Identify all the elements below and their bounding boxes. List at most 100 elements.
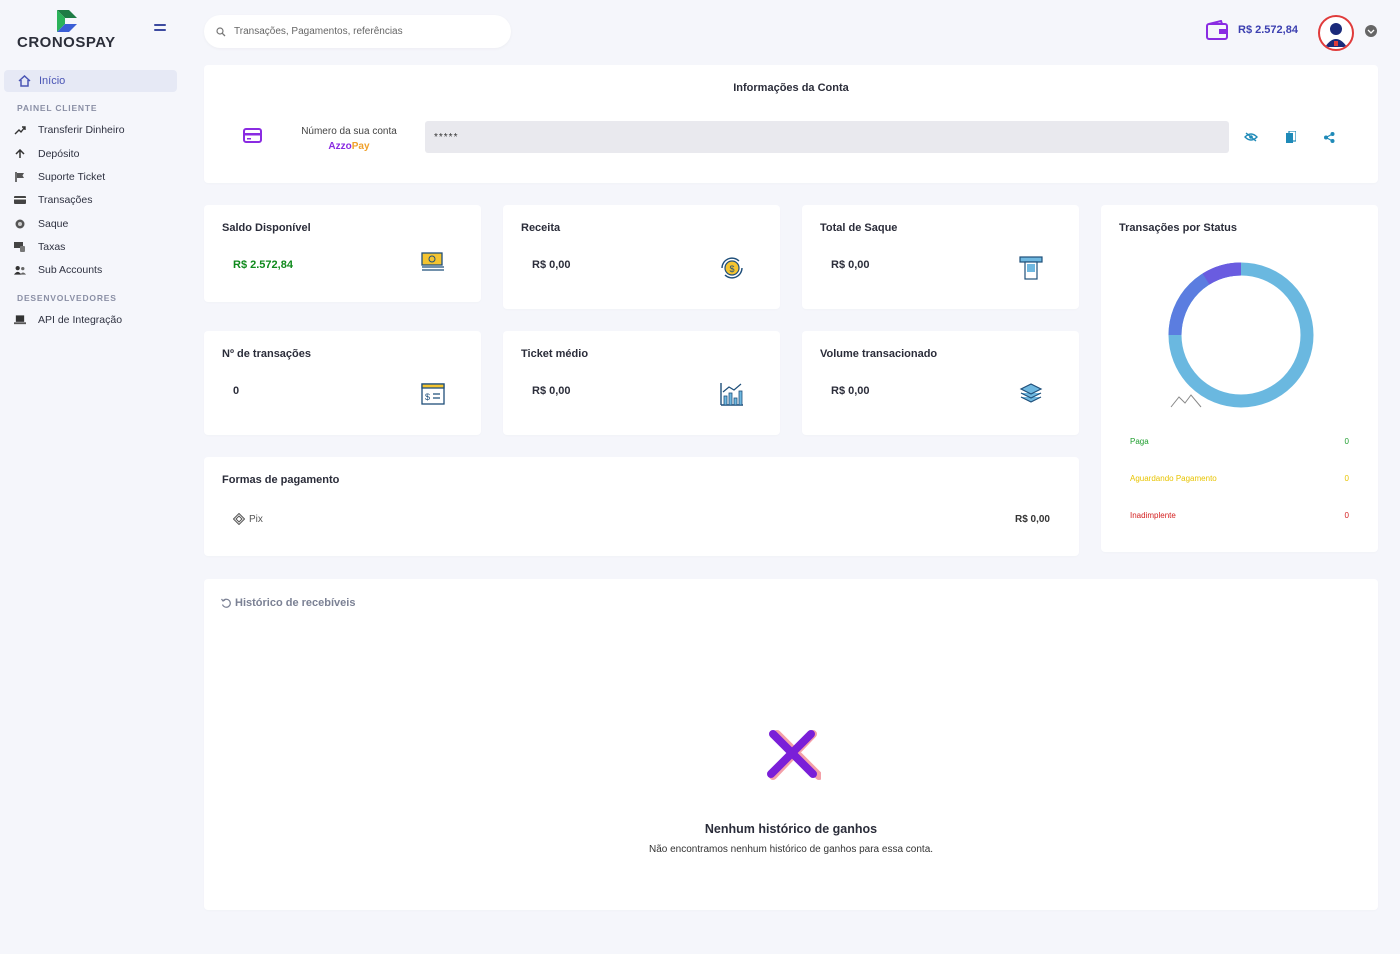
history-icon	[221, 598, 231, 608]
stat-card-ticket: Ticket médio R$ 0,00	[503, 331, 780, 435]
account-number-field[interactable]: *****	[425, 121, 1229, 153]
sidebar-item-label: Transferir Dinheiro	[38, 124, 125, 136]
stat-value: R$ 0,00	[532, 385, 571, 397]
stat-title: Total de Saque	[820, 222, 898, 234]
stat-value: R$ 0,00	[831, 385, 870, 397]
search-input[interactable]	[234, 26, 494, 37]
sidebar-item-label: Início	[39, 75, 66, 87]
sidebar-item-withdraw[interactable]: Saque	[14, 216, 68, 232]
status-donut-chart	[1168, 262, 1314, 408]
status-count: 0	[1344, 511, 1349, 520]
transactions-window-icon: $	[421, 383, 445, 405]
sidebar-item-transactions[interactable]: Transações	[14, 192, 92, 208]
stat-value: R$ 0,00	[532, 259, 571, 271]
status-row-overdue: Inadimplente 0	[1130, 511, 1349, 520]
users-icon	[14, 264, 26, 276]
empty-state-subtitle: Não encontramos nenhum histórico de ganh…	[648, 844, 934, 855]
sidebar-item-fees[interactable]: Taxas	[14, 239, 65, 255]
brand-name: CRONOSPAY	[17, 34, 116, 51]
menu-toggle-icon[interactable]	[154, 24, 166, 32]
search-bar	[204, 15, 511, 48]
history-title-text: Histórico de recebíveis	[235, 597, 356, 609]
copy-icon[interactable]	[1284, 130, 1298, 144]
payment-methods-title: Formas de pagamento	[222, 474, 340, 486]
sidebar: CRONOSPAY Início PAINEL CLIENTE Transfer…	[0, 0, 185, 954]
section-label-dev: DESENVOLVEDORES	[17, 293, 117, 303]
stat-value: R$ 2.572,84	[233, 259, 293, 271]
account-brand-a: Azzo	[328, 141, 352, 152]
svg-text:$: $	[730, 264, 735, 274]
status-card: Transações por Status Paga 0 Aguardando …	[1101, 205, 1378, 552]
chevron-down-icon[interactable]	[1365, 25, 1377, 37]
sidebar-item-label: Sub Accounts	[38, 264, 103, 276]
card-icon	[14, 194, 26, 206]
wallet-icon	[1206, 20, 1228, 40]
atm-icon	[1019, 256, 1043, 280]
status-row-paid: Paga 0	[1130, 437, 1349, 446]
balance-amount: R$ 2.572,84	[1238, 24, 1298, 36]
stat-title: Ticket médio	[521, 348, 589, 360]
history-title: Histórico de recebíveis	[221, 597, 355, 609]
account-info-title: Informações da Conta	[733, 82, 849, 94]
status-card-title: Transações por Status	[1119, 222, 1237, 234]
sidebar-item-home[interactable]: Início	[4, 70, 177, 92]
stat-card-transacoes: Nº de transações 0 $	[204, 331, 481, 435]
stat-title: Volume transacionado	[820, 348, 938, 360]
stat-value: 0	[233, 385, 240, 397]
status-label: Inadimplente	[1130, 511, 1176, 520]
arrow-up-icon	[14, 148, 26, 160]
svg-text:$: $	[425, 392, 430, 402]
sidebar-item-label: API de Integração	[38, 314, 123, 326]
payment-method-label: Pix	[249, 513, 263, 525]
sidebar-item-support[interactable]: Suporte Ticket	[14, 169, 105, 185]
account-brand: AzzoPay	[297, 139, 401, 154]
sidebar-item-api[interactable]: API de Integração	[14, 312, 122, 328]
search-icon	[216, 26, 226, 36]
sidebar-item-transfer[interactable]: Transferir Dinheiro	[14, 122, 125, 138]
pix-icon	[233, 513, 245, 525]
coin-icon	[14, 218, 26, 230]
refresh-money-icon: $	[721, 257, 743, 279]
sidebar-item-subaccounts[interactable]: Sub Accounts	[14, 262, 102, 278]
payment-method-row: Pix R$ 0,00	[233, 513, 1050, 525]
avatar[interactable]	[1318, 15, 1354, 51]
stat-card-saque: Total de Saque R$ 0,00	[802, 205, 1079, 309]
stat-card-receita: Receita R$ 0,00 $	[503, 205, 780, 309]
sidebar-item-label: Taxas	[38, 241, 66, 253]
sidebar-item-label: Depósito	[38, 148, 80, 160]
status-label: Aguardando Pagamento	[1130, 474, 1217, 483]
stat-title: Receita	[521, 222, 561, 234]
credit-card-icon	[243, 128, 262, 143]
account-number-label: Número da sua conta AzzoPay	[297, 124, 401, 154]
status-count: 0	[1344, 474, 1349, 483]
stat-title: Saldo Disponível	[222, 222, 311, 234]
stat-card-volume: Volume transacionado R$ 0,00	[802, 331, 1079, 435]
account-brand-b: Pay	[351, 141, 370, 152]
bar-growth-icon	[720, 383, 743, 406]
eye-off-icon[interactable]	[1244, 130, 1258, 144]
share-icon[interactable]	[1322, 130, 1336, 144]
logo-mark-icon	[57, 10, 77, 32]
status-count: 0	[1344, 437, 1349, 446]
laptop-icon	[14, 314, 26, 326]
history-card: Histórico de recebíveis Nenhum histórico…	[204, 579, 1378, 910]
cash-stack-icon	[1019, 383, 1043, 403]
user-avatar-icon	[1325, 23, 1347, 47]
header-balance[interactable]: R$ 2.572,84	[1206, 20, 1298, 40]
money-stack-icon	[421, 252, 444, 271]
stat-card-saldo: Saldo Disponível R$ 2.572,84	[204, 205, 481, 302]
brand-logo[interactable]: CRONOSPAY	[17, 10, 127, 54]
payment-method-name: Pix	[233, 513, 263, 525]
home-icon	[18, 75, 31, 87]
sidebar-item-label: Transações	[38, 194, 93, 206]
payment-method-value: R$ 0,00	[1014, 513, 1050, 525]
empty-x-icon	[767, 730, 821, 780]
section-label-client: PAINEL CLIENTE	[17, 103, 98, 113]
flag-icon	[14, 171, 26, 183]
status-row-pending: Aguardando Pagamento 0	[1130, 474, 1349, 483]
sidebar-item-label: Saque	[38, 218, 69, 230]
account-info-card: Informações da Conta Número da sua conta…	[204, 65, 1378, 183]
transfer-icon	[14, 124, 26, 136]
sidebar-item-deposit[interactable]: Depósito	[14, 146, 79, 162]
status-label: Paga	[1130, 437, 1149, 446]
